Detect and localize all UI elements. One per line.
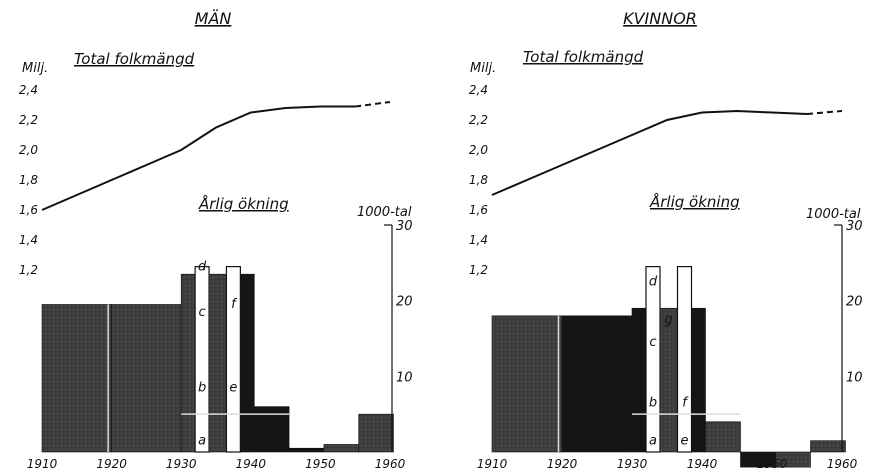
panel-title: MÄN xyxy=(195,9,232,28)
segment-label: d xyxy=(198,259,207,274)
axes-layer: 1,2 1,4 1,6 1,8 2,0 2,2 2,4 10 20 30 1910 1920 1930 1… xyxy=(19,83,413,471)
panel-man: MÄN Milj. Total folkmängd Årlig ökning 1… xyxy=(19,9,413,471)
segment-label: f xyxy=(231,297,238,312)
line-layer xyxy=(491,109,843,196)
left-tick-label: 2,2 xyxy=(469,113,488,127)
right-tick-label: 20 xyxy=(396,295,413,310)
bars-layer: a b c d e f g xyxy=(491,266,846,468)
bar xyxy=(111,304,182,453)
left-tick-label: 1,4 xyxy=(19,233,38,247)
segment-label: d xyxy=(649,275,658,290)
left-tick-label: 1,8 xyxy=(19,173,38,187)
bar xyxy=(240,273,255,453)
x-tick-label: 1910 xyxy=(477,457,508,471)
line-layer xyxy=(41,101,391,211)
left-tick-label: 1,8 xyxy=(469,173,488,187)
bar xyxy=(705,421,741,453)
right-axis-unit: 1000-tal xyxy=(357,205,412,220)
left-axis-unit: Milj. xyxy=(470,61,496,76)
left-axis-unit: Milj. xyxy=(22,61,48,76)
left-tick-label: 2,4 xyxy=(19,83,38,97)
segment-label: a xyxy=(649,433,657,448)
right-tick-label: 10 xyxy=(846,370,863,385)
bar xyxy=(225,266,241,453)
x-tick-label: 1910 xyxy=(27,457,58,471)
x-tick-label: 1930 xyxy=(617,457,648,471)
bar xyxy=(691,307,706,453)
x-tick-label: 1960 xyxy=(827,457,858,471)
panel-kvinnor: KVINNOR Milj. Total folkmängd Årlig ökni… xyxy=(469,9,863,471)
axes-layer: 1,2 1,4 1,6 1,8 2,0 2,2 2,4 10 20 30 1910 1920 1930 1… xyxy=(469,83,863,471)
population-projection-line xyxy=(355,101,391,108)
left-tick-label: 2,4 xyxy=(469,83,488,97)
left-tick-label: 1,6 xyxy=(469,203,488,217)
bars-layer: a b c d e f xyxy=(41,259,394,453)
left-tick-label: 1,2 xyxy=(19,263,38,277)
left-tick-label: 1,6 xyxy=(19,203,38,217)
left-tick-label: 2,0 xyxy=(19,143,38,157)
segment-label: e xyxy=(681,433,689,448)
bar xyxy=(659,307,678,453)
x-tick-label: 1950 xyxy=(305,457,336,471)
x-tick-label: 1960 xyxy=(375,457,406,471)
left-tick-label: 2,2 xyxy=(19,113,38,127)
bar xyxy=(561,315,633,453)
segment-label: c xyxy=(199,305,206,320)
population-line xyxy=(491,109,808,196)
panel-title: KVINNOR xyxy=(623,9,697,28)
left-tick-label: 1,2 xyxy=(469,263,488,277)
population-projection-line xyxy=(806,110,843,115)
bar xyxy=(358,413,394,453)
segment-label: b xyxy=(649,396,657,411)
segment-label: c xyxy=(649,335,656,350)
bar xyxy=(323,444,359,453)
x-tick-label: 1930 xyxy=(166,457,197,471)
right-tick-label: 20 xyxy=(846,295,863,310)
left-tick-label: 1,4 xyxy=(469,233,488,247)
line-title: Total folkmängd xyxy=(523,48,644,66)
line-title: Total folkmängd xyxy=(74,50,195,68)
segment-label: a xyxy=(198,433,206,448)
bar xyxy=(41,304,112,453)
bar xyxy=(631,307,647,453)
bar-title: Årlig ökning xyxy=(198,194,289,213)
bar-title: Årlig ökning xyxy=(649,192,740,211)
x-tick-label: 1940 xyxy=(236,457,267,471)
segment-label: f xyxy=(682,396,689,411)
bar xyxy=(491,315,563,453)
bar xyxy=(208,273,227,453)
x-tick-label: 1920 xyxy=(547,457,578,471)
bar xyxy=(810,440,846,453)
segment-label: e xyxy=(229,380,237,395)
x-tick-label: 1940 xyxy=(687,457,718,471)
bar xyxy=(194,266,210,453)
left-tick-label: 2,0 xyxy=(469,143,488,157)
bar xyxy=(676,266,693,453)
right-tick-label: 30 xyxy=(396,219,413,234)
right-tick-label: 10 xyxy=(396,370,413,385)
bar xyxy=(645,266,661,453)
population-line xyxy=(41,105,356,211)
x-tick-label: 1920 xyxy=(96,457,127,471)
x-tick-label: 1950 xyxy=(757,457,788,471)
segment-label: g xyxy=(664,312,672,327)
right-tick-label: 30 xyxy=(846,219,863,234)
right-axis-unit: 1000-tal xyxy=(806,207,861,222)
bar xyxy=(253,406,290,453)
segment-label: b xyxy=(198,380,206,395)
bar xyxy=(288,447,325,453)
bar xyxy=(180,273,196,453)
bar xyxy=(775,451,811,468)
